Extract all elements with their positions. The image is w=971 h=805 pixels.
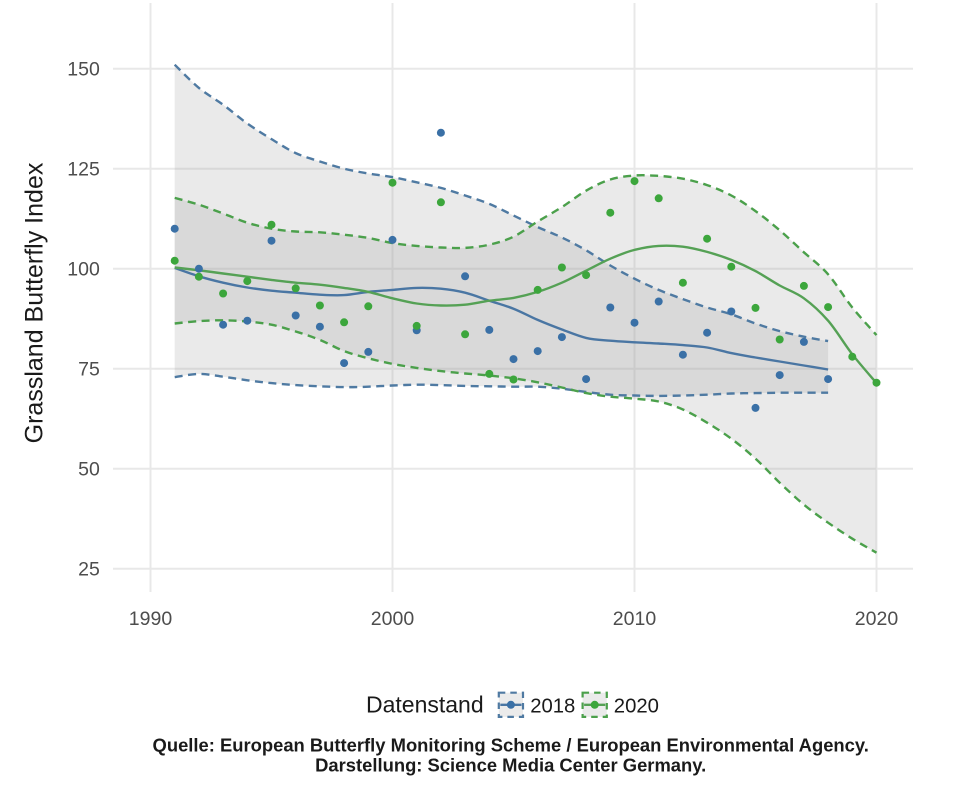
svg-text:100: 100	[67, 259, 100, 281]
svg-text:2000: 2000	[371, 608, 415, 630]
svg-text:25: 25	[78, 559, 100, 581]
svg-text:2020: 2020	[855, 608, 899, 630]
svg-text:75: 75	[78, 359, 100, 381]
svg-text:2018: 2018	[530, 696, 575, 718]
svg-text:1990: 1990	[129, 608, 173, 630]
svg-text:Darstellung: Science Media Cen: Darstellung: Science Media Center German…	[315, 755, 706, 776]
svg-text:2020: 2020	[614, 696, 659, 718]
svg-text:50: 50	[78, 459, 100, 481]
svg-text:Quelle: European Butterfly Mon: Quelle: European Butterfly Monitoring Sc…	[153, 735, 869, 756]
svg-text:2010: 2010	[613, 608, 657, 630]
svg-text:125: 125	[67, 159, 100, 181]
svg-text:150: 150	[67, 59, 100, 81]
svg-text:Grassland Butterfly Index: Grassland Butterfly Index	[21, 162, 49, 443]
svg-text:Datenstand: Datenstand	[366, 692, 484, 718]
